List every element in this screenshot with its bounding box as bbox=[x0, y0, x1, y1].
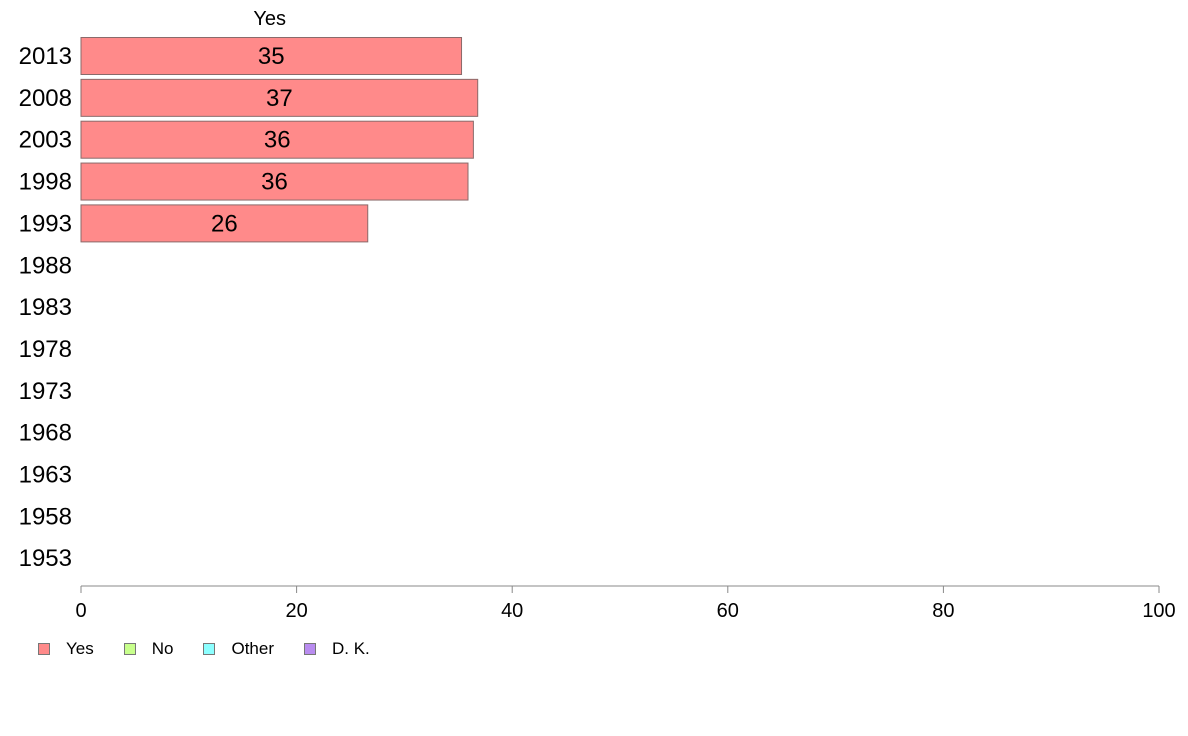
bar-value-label: 37 bbox=[266, 85, 293, 112]
bar-value-label: 36 bbox=[264, 127, 291, 154]
legend-swatch bbox=[203, 643, 216, 655]
x-axis: 0 20 40 60 80 100 bbox=[75, 585, 1176, 622]
year-label: 1998 bbox=[19, 169, 72, 196]
legend-swatch bbox=[304, 643, 316, 655]
year-label: 1958 bbox=[19, 503, 72, 530]
x-tick-label: 100 bbox=[1142, 600, 1175, 622]
year-label: 1953 bbox=[19, 545, 72, 572]
x-tick-label: 80 bbox=[932, 600, 954, 622]
legend-item: D. K. bbox=[304, 639, 370, 659]
bar-yes bbox=[80, 162, 469, 201]
bar-value-label: 26 bbox=[211, 210, 238, 237]
bar-yes bbox=[80, 37, 463, 75]
year-label: 2003 bbox=[19, 127, 72, 154]
year-label: 1968 bbox=[19, 420, 72, 447]
year-label: 1963 bbox=[19, 462, 72, 489]
legend-label: No bbox=[151, 639, 174, 658]
year-label: 1993 bbox=[19, 210, 72, 237]
bar-value-label: 35 bbox=[258, 43, 285, 70]
legend-item: Yes bbox=[38, 639, 94, 659]
x-tick-label: 60 bbox=[717, 600, 739, 622]
x-tick-label: 20 bbox=[285, 600, 307, 622]
bar-value-label: 36 bbox=[261, 169, 288, 196]
legend-label: Other bbox=[231, 639, 274, 658]
column-header: Yes bbox=[253, 8, 286, 30]
legend-item: No bbox=[123, 639, 174, 659]
x-tick-label: 40 bbox=[501, 600, 523, 622]
year-label: 2008 bbox=[19, 85, 72, 112]
year-label: 1983 bbox=[19, 294, 72, 321]
year-label: 2013 bbox=[19, 43, 72, 70]
legend-swatch bbox=[38, 643, 50, 655]
year-label: 1973 bbox=[19, 378, 72, 405]
year-label: 1988 bbox=[19, 252, 72, 279]
legend-label: D. K. bbox=[332, 639, 370, 658]
year-label: 1978 bbox=[19, 336, 72, 363]
bar-yes bbox=[80, 120, 474, 159]
legend-item: Other bbox=[203, 639, 274, 659]
legend: Yes No Other D. K. bbox=[38, 639, 400, 659]
legend-swatch bbox=[123, 643, 136, 655]
bar-yes bbox=[80, 204, 369, 243]
bar-yes bbox=[80, 78, 479, 117]
x-tick-label: 0 bbox=[75, 600, 86, 622]
chart-rows: 2013 35 2008 37 2003 36 1998 36 1993 26 1988 1983 19… bbox=[19, 37, 479, 572]
legend-label: Yes bbox=[66, 639, 94, 658]
